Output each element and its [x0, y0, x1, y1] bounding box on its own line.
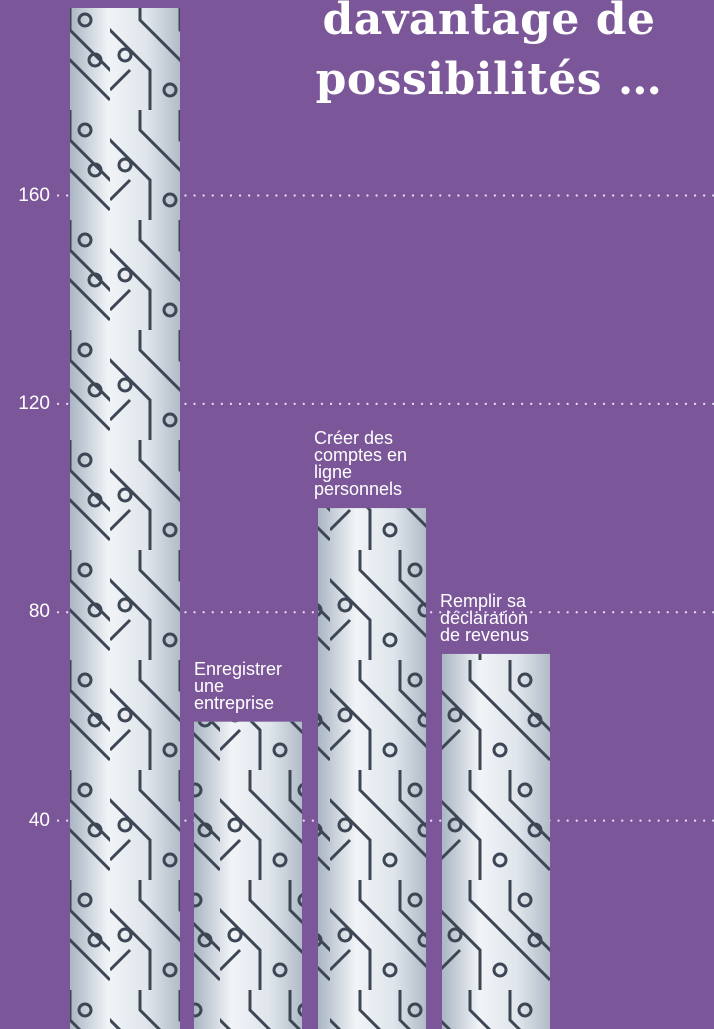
- y-tick-label: 80: [28, 601, 50, 623]
- bar-3: [318, 508, 426, 1029]
- bar-circuit-pattern: [70, 8, 180, 1029]
- bar-circuit-pattern: [194, 721, 302, 1029]
- bar-circuit-pattern: [442, 653, 550, 1029]
- y-tick-label: 40: [28, 809, 50, 831]
- bar-1: [70, 8, 180, 1029]
- bar-circuit-pattern: [318, 508, 426, 1029]
- bar-label-2: Enregistrer une entreprise: [194, 658, 283, 713]
- y-tick-label: 160: [18, 184, 50, 206]
- chart-title-line-2: possibilités …: [315, 54, 663, 105]
- chart-title-line-1: davantage de: [322, 0, 656, 45]
- bar-label-3: Créer des comptes en ligne personnels: [314, 428, 408, 500]
- y-tick-label: 120: [18, 392, 50, 414]
- bar-4: [442, 653, 550, 1029]
- bar-label-4: Remplir sa déclaration de revenus: [440, 590, 530, 645]
- bar-2: [194, 721, 302, 1029]
